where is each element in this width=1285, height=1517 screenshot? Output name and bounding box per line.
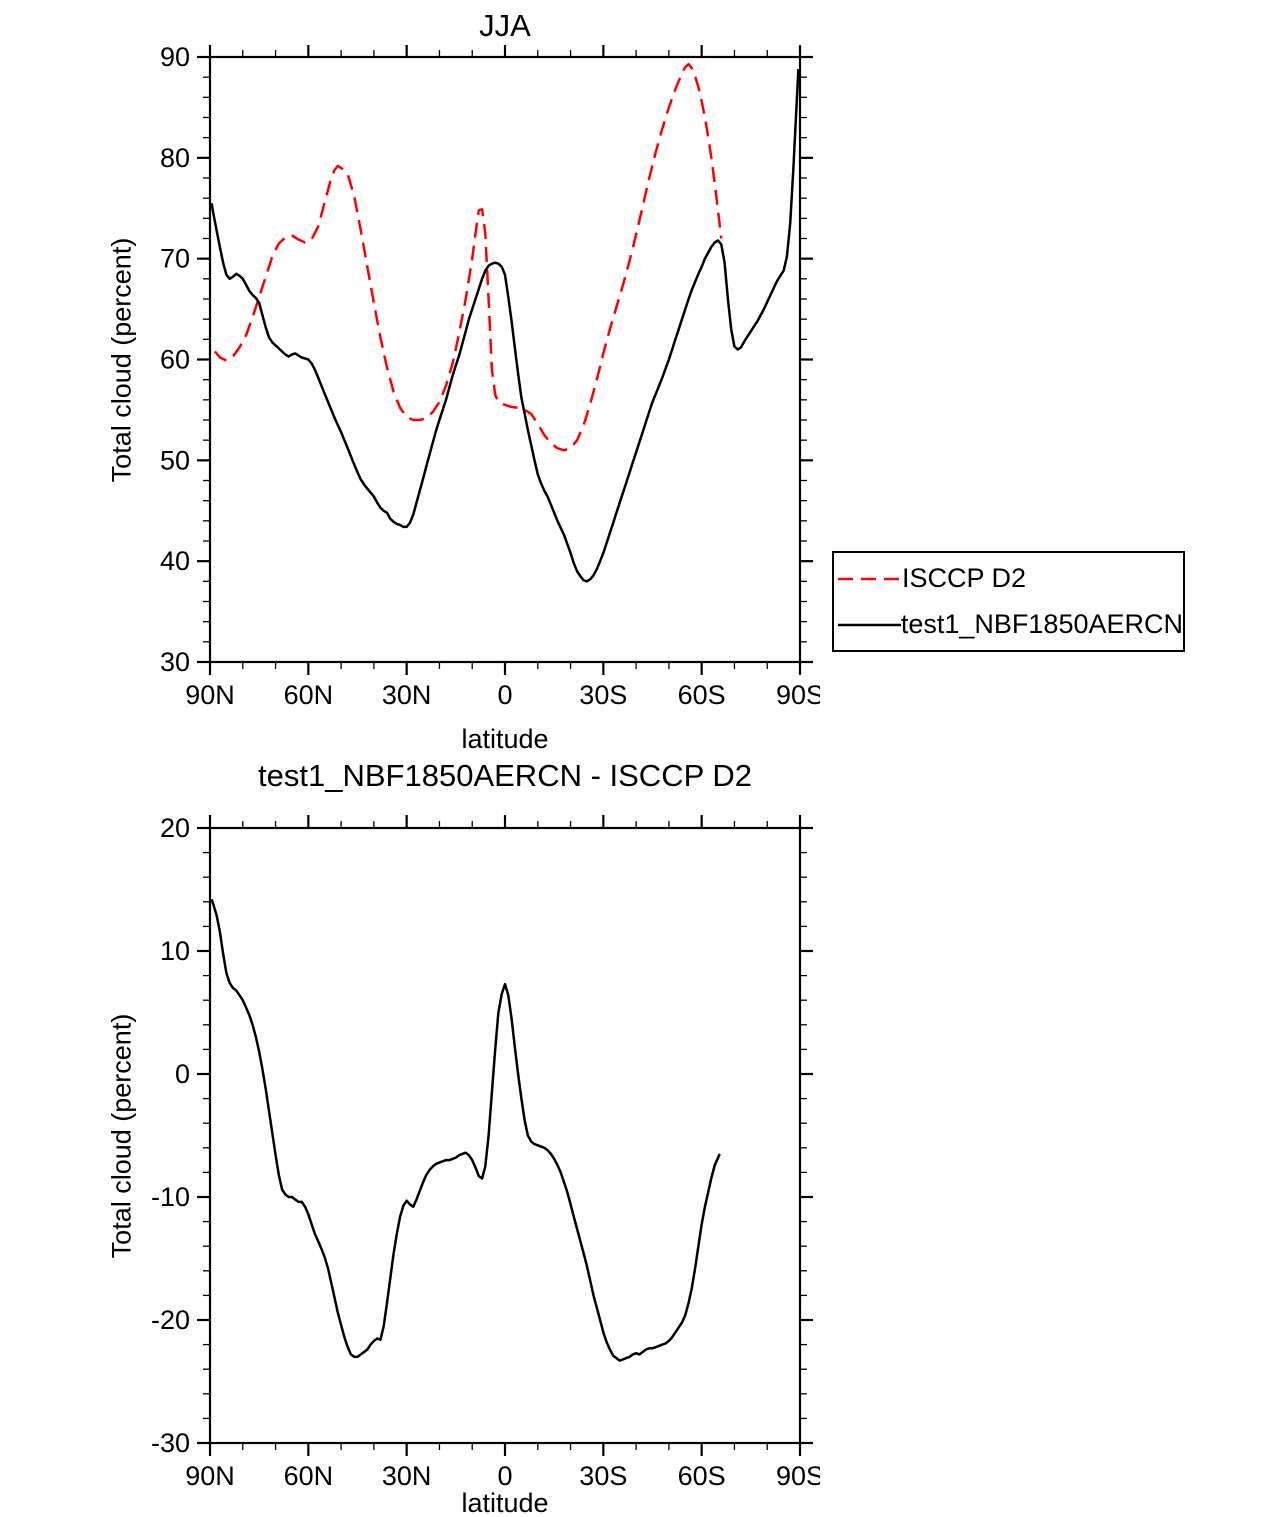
y-tick-label: 0 — [175, 1059, 190, 1089]
legend-item-test1: test1_NBF1850AERCN — [838, 602, 1183, 648]
series-line-isccp-d2 — [213, 62, 723, 452]
x-tick-label: 60S — [678, 1461, 726, 1491]
y-tick-label: 90 — [160, 45, 190, 72]
legend: ISCCP D2 test1_NBF1850AERCN — [832, 551, 1185, 652]
x-tick-label: 90N — [185, 1461, 235, 1491]
legend-label-isccp-d2: ISCCP D2 — [902, 563, 1027, 593]
y-tick-label: -10 — [151, 1182, 190, 1212]
x-tick-label: 60N — [284, 1461, 334, 1491]
legend-solid-line-icon — [838, 623, 901, 626]
x-tick-label: 30N — [382, 680, 432, 710]
y-tick-label: 20 — [160, 815, 190, 843]
y-tick-label: -30 — [151, 1428, 190, 1458]
y-tick-label: 10 — [160, 936, 190, 966]
x-tick-label: 0 — [497, 680, 512, 710]
y-tick-label: 30 — [160, 647, 190, 677]
x-tick-label: 60N — [284, 680, 334, 710]
x-tick-label: 90N — [185, 680, 235, 710]
series-line-test1-nbf1850aercn — [210, 69, 800, 583]
y-tick-label: 80 — [160, 143, 190, 173]
x-tick-label: 30S — [579, 680, 627, 710]
plot-frame — [208, 55, 802, 664]
bottom-chart-ylabel: Total cloud (percent) — [106, 1013, 137, 1259]
legend-item-isccp-d2: ISCCP D2 — [838, 556, 1183, 602]
axes: 90N 60N 30N 0 30S 60S 90S 30 40 50 60 70 80 90 — [160, 45, 820, 710]
y-tick-label: 70 — [160, 244, 190, 274]
axes: 90N 60N 30N 0 30S 60S 90S -30 -20 -10 0 10 20 — [151, 815, 820, 1491]
top-chart-title: JJA — [479, 8, 531, 43]
legend-label-test1: test1_NBF1850AERCN — [900, 609, 1183, 639]
y-tick-label: -20 — [151, 1305, 190, 1335]
bottom-chart-plot: 90N 60N 30N 0 30S 60S 90S -30 -20 -10 0 10 20 — [151, 815, 820, 1491]
bottom-chart-title: test1_NBF1850AERCN - ISCCP D2 — [258, 758, 752, 793]
x-tick-label: 90S — [776, 1461, 820, 1491]
series-line-difference — [210, 898, 721, 1362]
plot-frame — [208, 826, 802, 1445]
top-chart-ylabel: Total cloud (percent) — [106, 237, 137, 483]
top-chart-xlabel: latitude — [461, 724, 549, 754]
y-tick-label: 50 — [160, 445, 190, 475]
bottom-chart-xlabel: latitude — [461, 1488, 549, 1517]
x-tick-label: 0 — [497, 1461, 512, 1491]
x-tick-label: 90S — [776, 680, 820, 710]
legend-dashed-line-icon — [838, 577, 902, 580]
top-chart-plot: 90N 60N 30N 0 30S 60S 90S 30 40 50 60 70 80 90 — [160, 45, 820, 710]
x-tick-label: 30S — [579, 1461, 627, 1491]
y-tick-label: 60 — [160, 345, 190, 375]
y-tick-label: 40 — [160, 546, 190, 576]
x-tick-label: 30N — [382, 1461, 432, 1491]
x-tick-label: 60S — [678, 680, 726, 710]
